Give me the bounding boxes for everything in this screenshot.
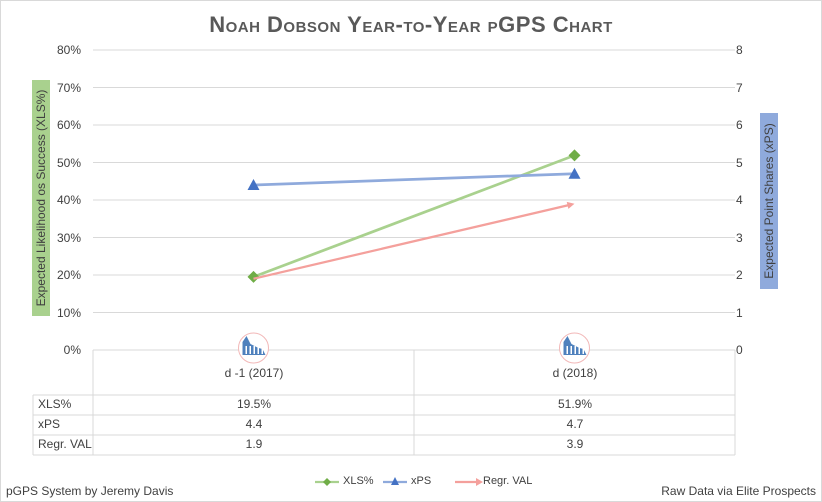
table-row-label: XLS% bbox=[38, 397, 72, 411]
left-tick-label: 70% bbox=[56, 80, 81, 95]
right-tick-label: 7 bbox=[736, 80, 743, 95]
left-tick-label: 20% bbox=[56, 268, 81, 282]
legend-marker bbox=[391, 477, 399, 485]
right-tick-label: 4 bbox=[736, 193, 743, 207]
chart-title: Noah Dobson Year-to-Year pGPS Chart bbox=[209, 12, 613, 37]
right-tick-label: 1 bbox=[736, 305, 743, 320]
right-tick-label: 5 bbox=[736, 155, 743, 170]
series-point bbox=[247, 179, 260, 190]
right-tick-label: 3 bbox=[736, 230, 743, 245]
left-tick-label: 50% bbox=[56, 155, 81, 170]
right-axis-label-box bbox=[760, 113, 778, 289]
team-logo-icon bbox=[238, 332, 269, 364]
legend-marker bbox=[476, 478, 483, 486]
table-cell: 51.9% bbox=[557, 397, 593, 411]
series-line-regr-val bbox=[253, 204, 569, 280]
table-row-label: xPS bbox=[38, 417, 61, 431]
right-tick-label: 0 bbox=[736, 343, 743, 357]
left-tick-label: 60% bbox=[56, 118, 81, 132]
series-line-xps bbox=[253, 172, 575, 187]
footer-credit: pGPS System by Jeremy Davis bbox=[6, 484, 174, 498]
team-logo-icon bbox=[559, 332, 590, 364]
table-cell: 3.9 bbox=[566, 437, 584, 451]
category-label: d (2018) bbox=[552, 366, 598, 380]
left-tick-label: 0% bbox=[63, 343, 81, 357]
left-tick-label: 30% bbox=[56, 230, 81, 245]
legend-marker bbox=[323, 478, 331, 486]
series-point bbox=[247, 270, 260, 283]
left-tick-label: 40% bbox=[56, 193, 81, 207]
legend-label: XLS% bbox=[343, 475, 374, 487]
series-point bbox=[568, 167, 581, 179]
right-tick-label: 8 bbox=[736, 43, 743, 57]
right-tick-label: 2 bbox=[736, 268, 743, 282]
table-cell: 4.4 bbox=[245, 417, 263, 431]
table-cell: 4.7 bbox=[566, 417, 584, 431]
table-cell: 1.9 bbox=[245, 437, 263, 451]
table-cell: 19.5% bbox=[236, 397, 272, 411]
series-arrowhead bbox=[566, 201, 575, 209]
legend-label: xPS bbox=[411, 475, 432, 487]
footer-source: Raw Data via Elite Prospects bbox=[661, 484, 816, 498]
left-tick-label: 10% bbox=[56, 305, 81, 320]
table-row-label: Regr. VAL bbox=[38, 437, 92, 451]
legend-label: Regr. VAL bbox=[483, 475, 533, 487]
left-tick-label: 80% bbox=[56, 43, 81, 57]
category-label: d -1 (2017) bbox=[224, 366, 284, 380]
series-point bbox=[568, 149, 581, 162]
right-tick-label: 6 bbox=[736, 118, 743, 132]
left-axis-label-box bbox=[32, 80, 50, 316]
